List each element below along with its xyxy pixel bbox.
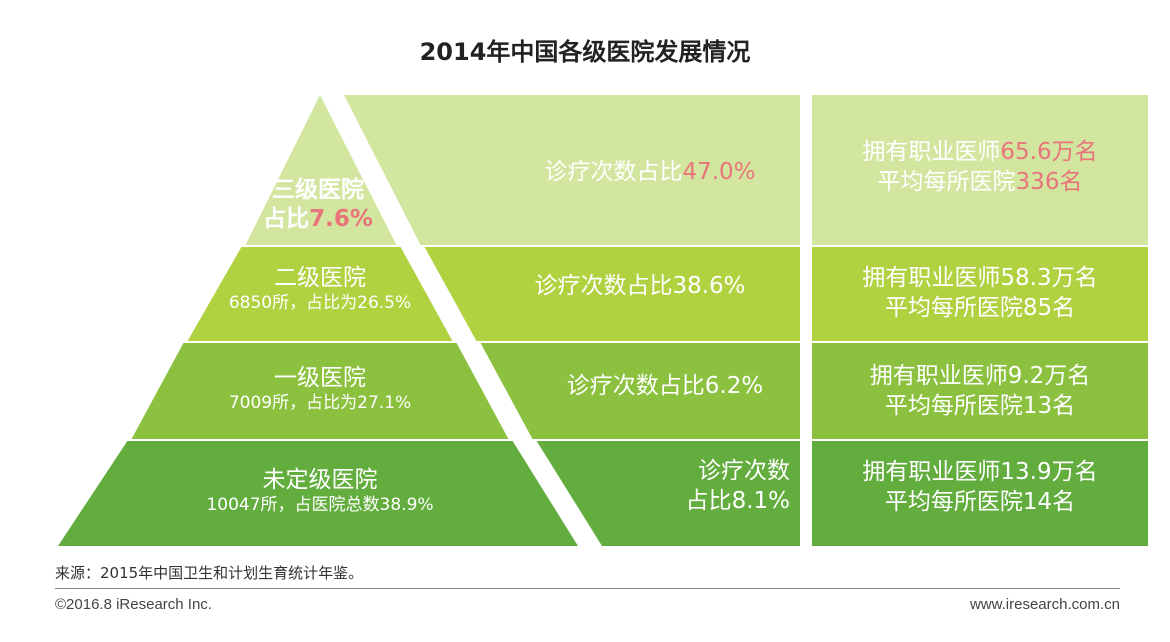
tier-2-doctors-info: 拥有职业医师58.3万名 平均每所医院85名 — [812, 264, 1148, 324]
tier-1-label: 三级医院 占比7.6% — [228, 176, 408, 234]
website-url: www.iresearch.com.cn — [969, 596, 1120, 613]
tier-1-avg-value: 336名 — [1015, 168, 1083, 195]
tier-1-doctors-value: 65.6万名 — [1000, 139, 1098, 165]
tier-4-label: 未定级医院 10047所，占医院总数38.9% — [140, 466, 500, 516]
tier-1-doctors-info: 拥有职业医师65.6万名 平均每所医院336名 — [812, 138, 1148, 198]
tier-1-name: 三级医院 — [272, 177, 364, 203]
tier-1-visits: 诊疗次数占比47.0% — [500, 158, 800, 188]
tier-1-share-value: 7.6% — [309, 205, 373, 232]
tier-4-doctors-info: 拥有职业医师13.9万名 平均每所医院14名 — [812, 458, 1148, 518]
tier-3-doctors-info: 拥有职业医师9.2万名 平均每所医院13名 — [812, 362, 1148, 422]
tier-2-detail: 6850所，占比为26.5% — [228, 292, 412, 313]
tier-2-visits: 诊疗次数占比38.6% — [534, 273, 746, 299]
tier-4-detail: 10047所，占医院总数38.9% — [206, 494, 434, 515]
tier-2-label: 二级医院 6850所，占比为26.5% — [170, 264, 470, 314]
visits-band-4 — [536, 440, 800, 546]
tier-3-visits: 诊疗次数占比6.2% — [566, 373, 764, 399]
tier-1-avg-prefix: 平均每所医院 — [877, 168, 1016, 195]
tier-1-share: 占比7.6% — [228, 205, 408, 234]
tier-4-doctors: 拥有职业医师13.9万名 — [862, 459, 1098, 485]
visits-band-2 — [424, 246, 800, 342]
tier-1-visits-prefix: 诊疗次数占比 — [544, 159, 683, 185]
visits-band-1 — [344, 95, 800, 246]
doctors-band-1 — [812, 95, 1148, 246]
copyright: ©2016.8 iResearch Inc. — [55, 596, 212, 613]
tier-3-name: 一级医院 — [274, 365, 366, 391]
footer-divider — [55, 588, 1120, 589]
tier-4-name: 未定级医院 — [262, 467, 378, 493]
pyramid-tier-3 — [131, 342, 509, 440]
tier-2-doctors: 拥有职业医师58.3万名 — [862, 265, 1098, 291]
tier-2-avg: 平均每所医院85名 — [884, 294, 1076, 321]
pyramid-tier-2 — [187, 246, 453, 342]
tier-3-label: 一级医院 7009所，占比为27.1% — [170, 364, 470, 414]
doctors-band-4 — [812, 440, 1148, 546]
tier-1-avg: 平均每所医院336名 — [812, 168, 1148, 198]
pyramid-tier-4 — [58, 440, 578, 546]
tier-1-doctors: 拥有职业医师65.6万名 — [812, 138, 1148, 168]
tier-4-visits: 诊疗次数 占比8.1% — [640, 457, 790, 517]
tier-1-doctors-prefix: 拥有职业医师 — [862, 139, 1001, 165]
tier-3-detail: 7009所，占比为27.1% — [228, 392, 412, 413]
source-note: 来源：2015年中国卫生和计划生育统计年鉴。 — [55, 564, 364, 582]
doctors-band-2 — [812, 246, 1148, 342]
tier-4-visits-line1: 诊疗次数 — [698, 458, 790, 484]
tier-1-visits-value: 47.0% — [682, 159, 756, 185]
tier-3-doctors: 拥有职业医师9.2万名 — [869, 363, 1091, 389]
pyramid-tier-1 — [245, 95, 397, 246]
tier-2-name: 二级医院 — [274, 265, 366, 291]
tier-4-avg: 平均每所医院14名 — [884, 488, 1076, 515]
diagram-title: 2014年中国各级医院发展情况 — [419, 38, 751, 66]
doctors-band-3 — [812, 342, 1148, 440]
tier-4-visits-line2: 占比8.1% — [685, 487, 790, 514]
tier-3-avg: 平均每所医院13名 — [884, 392, 1076, 419]
visits-band-3 — [480, 342, 800, 440]
tier-1-share-prefix: 占比 — [263, 205, 310, 232]
